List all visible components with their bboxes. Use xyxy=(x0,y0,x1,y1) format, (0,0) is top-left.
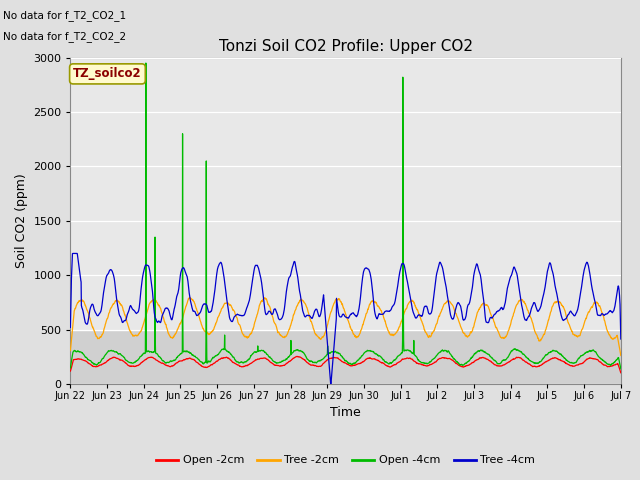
Legend: Open -2cm, Tree -2cm, Open -4cm, Tree -4cm: Open -2cm, Tree -2cm, Open -4cm, Tree -4… xyxy=(152,451,540,470)
Text: No data for f_T2_CO2_2: No data for f_T2_CO2_2 xyxy=(3,31,126,42)
X-axis label: Time: Time xyxy=(330,407,361,420)
Y-axis label: Soil CO2 (ppm): Soil CO2 (ppm) xyxy=(15,173,28,268)
Bar xyxy=(70,58,621,330)
Text: TZ_soilco2: TZ_soilco2 xyxy=(73,67,142,80)
Text: No data for f_T2_CO2_1: No data for f_T2_CO2_1 xyxy=(3,10,126,21)
Title: Tonzi Soil CO2 Profile: Upper CO2: Tonzi Soil CO2 Profile: Upper CO2 xyxy=(219,39,472,54)
